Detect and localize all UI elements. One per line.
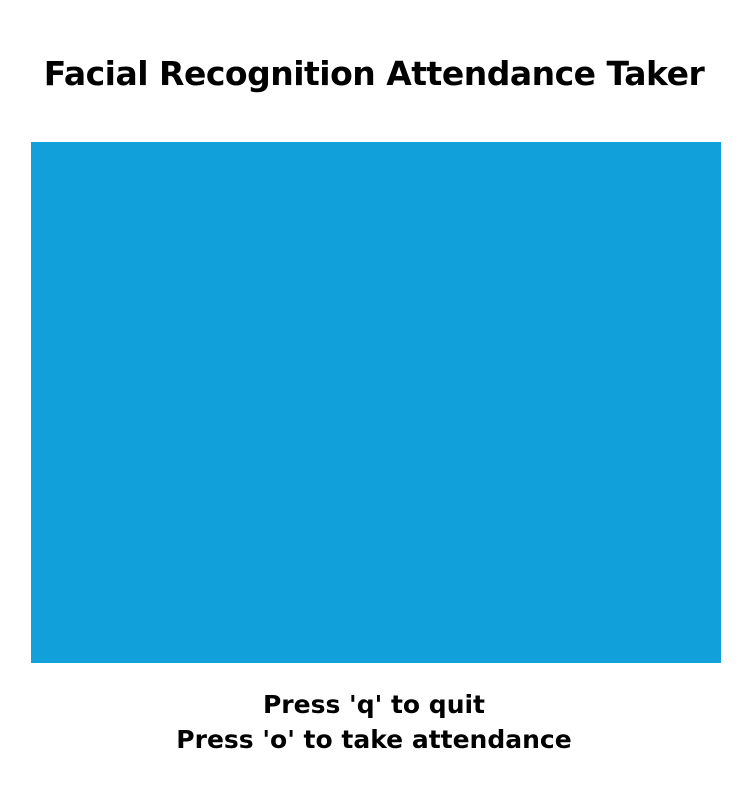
- quit-instruction: Press 'q' to quit: [262, 690, 486, 719]
- instructions: Press 'q' to quit Press 'o' to take atte…: [0, 687, 748, 757]
- camera-feed: [31, 142, 721, 663]
- app-title: Facial Recognition Attendance Taker: [43, 54, 705, 93]
- attendance-instruction: Press 'o' to take attendance: [176, 725, 572, 754]
